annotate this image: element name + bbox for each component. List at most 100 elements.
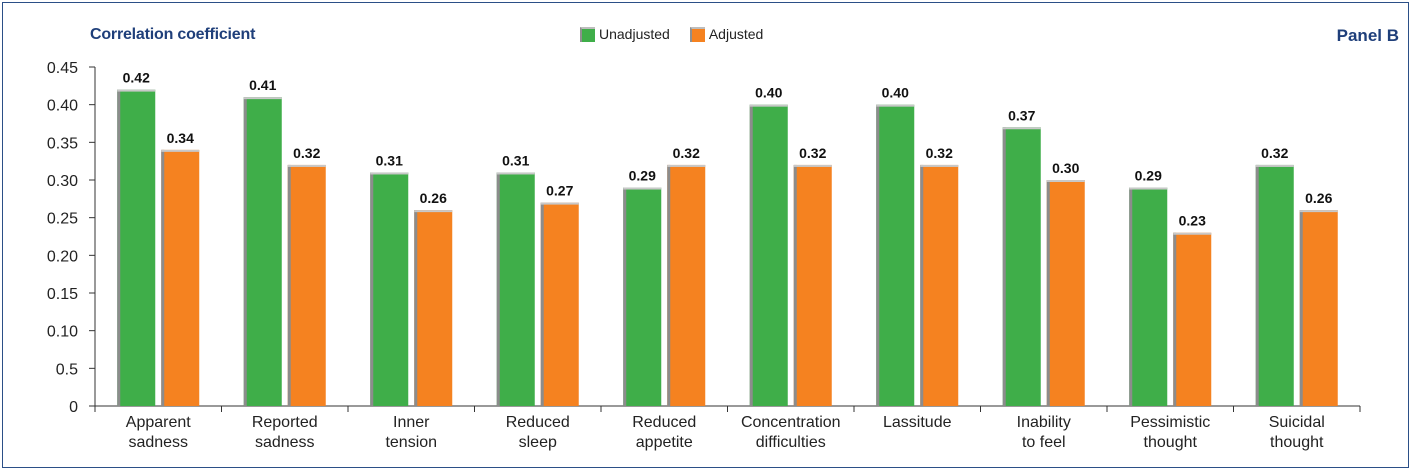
data-label: 0.32 — [293, 145, 320, 161]
bar-edge-shade — [243, 97, 247, 406]
bar-edge-shade — [1002, 127, 1006, 407]
bar-unadjusted — [1255, 164, 1294, 406]
bar-edge-shade — [876, 104, 880, 407]
bar-top-highlight — [623, 187, 662, 190]
x-category-label: Inability — [1017, 414, 1071, 431]
data-label: 0.23 — [1179, 213, 1206, 229]
bar-top-highlight — [414, 210, 453, 213]
legend-item-unadjusted: Unadjusted — [580, 26, 670, 42]
bar-top-highlight — [161, 149, 200, 152]
bar-unadjusted — [370, 172, 409, 406]
x-category-label: sleep — [519, 434, 557, 451]
data-label: 0.32 — [1261, 145, 1288, 161]
y-tick-label: 0.5 — [56, 361, 78, 378]
bar-unadjusted — [496, 172, 535, 406]
legend-label-adjusted: Adjusted — [708, 26, 764, 42]
bar-edge-shade — [623, 187, 627, 406]
bar-adjusted — [161, 149, 200, 406]
y-tick-label: 0.25 — [47, 211, 78, 228]
data-label: 0.32 — [926, 145, 953, 161]
panel-label: Panel B — [1336, 26, 1399, 45]
bar-top-highlight — [1002, 127, 1041, 130]
bar-top-highlight — [287, 164, 326, 167]
bar-unadjusted — [623, 187, 662, 406]
bar-top-highlight — [1299, 210, 1338, 213]
bar-edge-shade — [496, 172, 500, 406]
bar-top-highlight — [749, 104, 788, 107]
bar-top-highlight — [1129, 187, 1168, 190]
bar-unadjusted — [876, 104, 915, 407]
bar-edge-shade — [667, 164, 671, 406]
bar-edge-shade — [920, 164, 924, 406]
bar-top-highlight — [370, 172, 409, 175]
bar-top-highlight — [540, 202, 579, 205]
data-label: 0.29 — [1135, 168, 1162, 184]
x-category-label: sadness — [128, 434, 188, 451]
y-tick-label: 0.15 — [47, 286, 78, 303]
bar-adjusted — [1299, 210, 1338, 406]
x-category-label: Reduced — [506, 414, 570, 431]
bar-adjusted — [793, 164, 832, 406]
bar-adjusted — [540, 202, 579, 406]
bar-edge-shade — [1255, 164, 1259, 406]
legend-swatch-unadjusted — [580, 26, 595, 42]
x-category-label: Reported — [252, 414, 318, 431]
bar-top-highlight — [793, 164, 832, 167]
x-category-label: Lassitude — [883, 414, 952, 431]
data-label: 0.41 — [249, 77, 276, 93]
y-tick-label: 0 — [69, 399, 78, 416]
data-label: 0.26 — [1305, 190, 1332, 206]
y-tick-label: 0.40 — [47, 98, 78, 115]
y-tick-label: 0.20 — [47, 248, 78, 265]
bar-edge-shade — [161, 149, 165, 406]
bar-unadjusted — [117, 89, 156, 406]
bar-edge-shade — [1299, 210, 1303, 406]
x-category-label: difficulties — [756, 434, 826, 451]
bar-edge-shade — [1046, 180, 1050, 406]
x-category-label: Concentration — [741, 414, 841, 431]
y-tick-label: 0.35 — [47, 135, 78, 152]
y-tick-label: 0.45 — [47, 60, 78, 77]
y-axis-title: Correlation coefficient — [90, 26, 256, 43]
bar-adjusted — [667, 164, 706, 406]
data-label: 0.31 — [376, 152, 403, 168]
data-label: 0.34 — [167, 130, 194, 146]
data-label: 0.42 — [123, 70, 150, 86]
bar-top-highlight — [496, 172, 535, 175]
bar-edge-shade — [749, 104, 753, 407]
bar-edge-shade — [1173, 232, 1177, 406]
bar-edge-shade — [793, 164, 797, 406]
bar-top-highlight — [1046, 180, 1085, 182]
x-category-label: Reduced — [632, 414, 696, 431]
y-tick-label: 0.10 — [47, 324, 78, 341]
bar-edge-shade — [117, 89, 121, 406]
x-category-label: to feel — [1022, 434, 1066, 451]
data-label: 0.29 — [629, 168, 656, 184]
data-label: 0.32 — [799, 145, 826, 161]
bar-top-highlight — [117, 89, 156, 92]
y-tick-label: 0.30 — [47, 173, 78, 190]
x-category-label: Pessimistic — [1130, 414, 1210, 431]
data-label: 0.31 — [502, 152, 529, 168]
data-label: 0.40 — [882, 85, 909, 101]
bar-top-highlight — [1255, 164, 1294, 167]
bar-edge-shade — [414, 210, 418, 406]
bar-top-highlight — [876, 104, 915, 107]
legend: Unadjusted Adjusted — [580, 26, 783, 42]
bar-adjusted — [287, 164, 326, 406]
bar-adjusted — [414, 210, 453, 406]
data-label: 0.27 — [546, 183, 573, 199]
bar-unadjusted — [243, 97, 282, 406]
x-category-label: sadness — [255, 434, 315, 451]
legend-swatch-adjusted — [689, 26, 705, 42]
bar-edge-shade — [370, 172, 374, 406]
bar-edge-shade — [287, 164, 291, 406]
data-label: 0.40 — [755, 85, 782, 101]
x-category-label: tension — [385, 434, 437, 451]
bar-edge-shade — [1129, 187, 1133, 406]
data-label: 0.30 — [1052, 160, 1079, 176]
data-label: 0.32 — [673, 145, 700, 161]
x-category-label: Suicidal — [1269, 414, 1325, 431]
bar-unadjusted — [749, 104, 788, 407]
